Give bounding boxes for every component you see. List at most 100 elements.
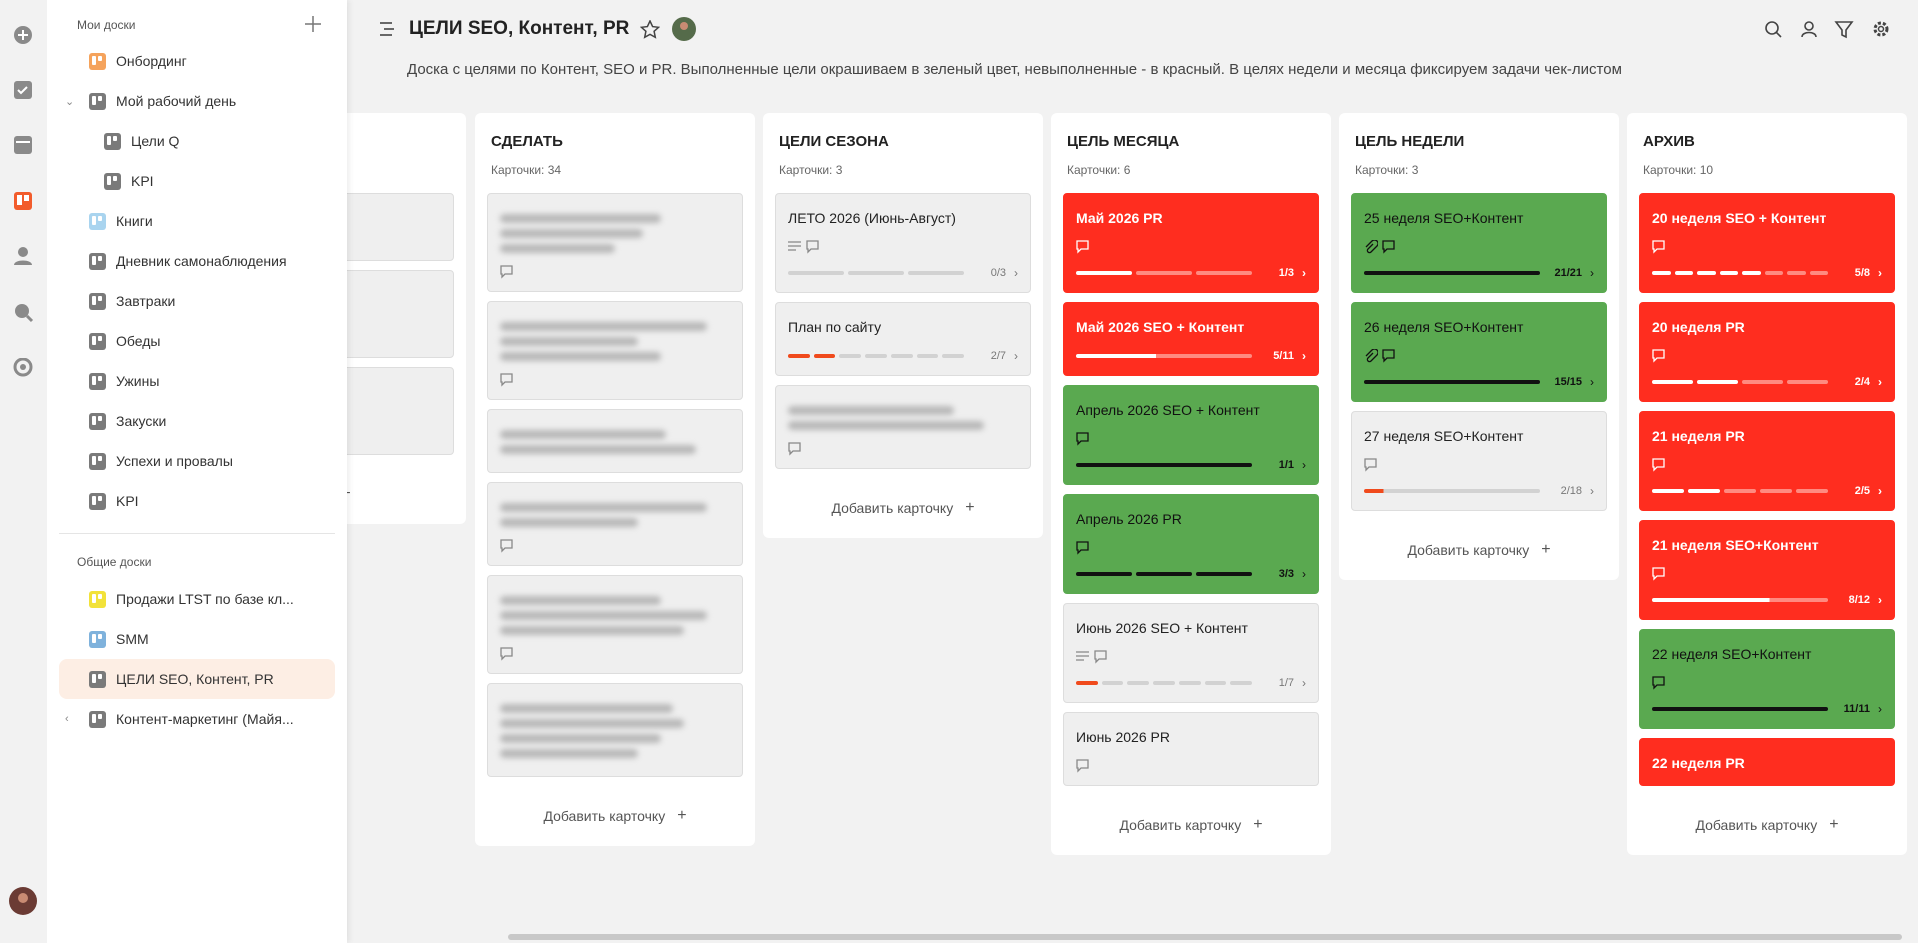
board-link[interactable]: Дневник самонаблюдения: [59, 241, 335, 281]
open-chevron: ›: [1014, 266, 1018, 280]
card[interactable]: [487, 409, 743, 473]
boards-icon[interactable]: [10, 192, 36, 218]
progress-bar: [1076, 271, 1252, 275]
board-link[interactable]: Обеды: [59, 321, 335, 361]
card[interactable]: 20 неделя PR 2/4 ›: [1639, 302, 1895, 402]
card[interactable]: Июнь 2026 PR: [1063, 712, 1319, 786]
card-title: Май 2026 SEO + Контент: [1076, 319, 1245, 335]
board-link[interactable]: Ужины: [59, 361, 335, 401]
expand-caret[interactable]: ⌄: [65, 95, 75, 108]
card-count: Карточки: 34: [491, 163, 562, 177]
calendar-icon[interactable]: [10, 136, 36, 162]
board-link[interactable]: KPI: [59, 161, 335, 201]
board-link[interactable]: Продажи LTST по базе кл...: [59, 579, 335, 619]
board-icon: [89, 52, 106, 70]
board-link[interactable]: SMM: [59, 619, 335, 659]
progress-segment: [1076, 463, 1252, 467]
profile-icon[interactable]: [10, 247, 36, 273]
goals-icon[interactable]: [10, 358, 36, 384]
board-name: Онбординг: [116, 53, 187, 69]
blurred-text: [500, 337, 638, 346]
board-link[interactable]: KPI: [59, 481, 335, 521]
search-icon[interactable]: [10, 303, 36, 329]
blurred-text: [500, 322, 707, 331]
card[interactable]: 20 неделя SEO + Контент 5/8 ›: [1639, 193, 1895, 293]
progress-label: 2/7: [990, 350, 1006, 362]
settings-button[interactable]: [1873, 21, 1889, 37]
add-card-button[interactable]: Добавить карточку +: [1339, 520, 1619, 580]
horizontal-scrollbar[interactable]: [508, 934, 1902, 940]
board-link[interactable]: Успехи и провалы: [59, 441, 335, 481]
card[interactable]: [775, 385, 1031, 469]
search-button[interactable]: [1765, 21, 1782, 38]
card[interactable]: 22 неделя PR: [1639, 738, 1895, 786]
members-button[interactable]: [1801, 21, 1817, 38]
add-board-button[interactable]: [305, 16, 321, 32]
board-name: KPI: [116, 493, 139, 509]
add-card-button[interactable]: Добавить карточку +: [475, 786, 755, 846]
progress-segment: [1652, 489, 1684, 493]
checklist-progress: 5/8 ›: [1652, 266, 1882, 280]
card[interactable]: Май 2026 SEO + Контент 5/11 ›: [1063, 302, 1319, 376]
card[interactable]: Июнь 2026 SEO + Контент 1/7 ›: [1063, 603, 1319, 703]
card[interactable]: Апрель 2026 PR 3/3 ›: [1063, 494, 1319, 594]
expand-caret[interactable]: ‹: [65, 713, 69, 725]
card[interactable]: [487, 193, 743, 292]
progress-segment: [1742, 271, 1761, 275]
board-icon: [89, 452, 106, 470]
card-title: 22 неделя SEO+Контент: [1652, 646, 1812, 662]
board-link[interactable]: Закуски: [59, 401, 335, 441]
open-chevron: ›: [1302, 349, 1306, 363]
user-avatar[interactable]: [8, 886, 38, 916]
menu-toggle[interactable]: [378, 20, 396, 38]
card-title: ЛЕТО 2026 (Июнь-Август): [788, 210, 956, 226]
board-link[interactable]: ЦЕЛИ SEO, Контент, PR: [59, 659, 335, 699]
card[interactable]: План по сайту 2/7 ›: [775, 302, 1031, 376]
card[interactable]: Апрель 2026 SEO + Контент 1/1 ›: [1063, 385, 1319, 485]
board-link[interactable]: Онбординг: [59, 41, 335, 81]
member-avatar[interactable]: [671, 16, 697, 42]
board-link[interactable]: ⌄ Мой рабочий день: [59, 81, 335, 121]
progress-segment: [1697, 271, 1716, 275]
progress-bar: [788, 354, 965, 358]
column-title: ЦЕЛИ СЕЗОНА: [779, 133, 889, 150]
favorite-star[interactable]: [640, 20, 660, 40]
card[interactable]: [487, 575, 743, 674]
add-card-button[interactable]: Добавить карточку +: [763, 478, 1043, 538]
attachment-badge: [1365, 349, 1378, 363]
card-list: 20 неделя SEO + Контент 5/8 › 20 неделя PR 2…: [1627, 181, 1907, 795]
progress-bar: [1652, 489, 1828, 493]
board-link[interactable]: Книги: [59, 201, 335, 241]
header-actions: [1765, 21, 1889, 39]
card[interactable]: [487, 301, 743, 400]
comment-badge: [1382, 240, 1395, 254]
card[interactable]: 21 неделя PR 2/5 ›: [1639, 411, 1895, 511]
filter-button[interactable]: [1834, 21, 1854, 39]
board-link[interactable]: ‹ Контент-маркетинг (Майя...: [59, 699, 335, 739]
board-link[interactable]: Завтраки: [59, 281, 335, 321]
add-card-plus: +: [1541, 541, 1551, 558]
add-card-button[interactable]: Добавить карточку +: [1627, 795, 1907, 855]
progress-segment: [942, 354, 965, 358]
card[interactable]: [487, 683, 743, 777]
open-chevron: ›: [1014, 349, 1018, 363]
card[interactable]: Май 2026 PR 1/3 ›: [1063, 193, 1319, 293]
board-name: KPI: [131, 173, 154, 189]
add-icon[interactable]: [10, 26, 36, 52]
card[interactable]: 25 неделя SEO+Контент 21/21 ›: [1351, 193, 1607, 293]
add-card-label: Добавить карточку: [543, 808, 666, 824]
progress-bar: [1364, 489, 1540, 493]
card[interactable]: ЛЕТО 2026 (Июнь-Август) 0/3 ›: [775, 193, 1031, 293]
card[interactable]: [487, 482, 743, 566]
progress-segment: [788, 354, 810, 358]
add-card-button[interactable]: Добавить карточку +: [1051, 795, 1331, 855]
board-link[interactable]: Цели Q: [59, 121, 335, 161]
card[interactable]: 22 неделя SEO+Контент 11/11 ›: [1639, 629, 1895, 729]
card-list: 25 неделя SEO+Контент 21/21 › 26 неделя SEO…: [1339, 181, 1619, 520]
card[interactable]: 27 неделя SEO+Контент 2/18 ›: [1351, 411, 1607, 511]
tasks-icon[interactable]: [10, 81, 36, 107]
blurred-text: [500, 626, 684, 635]
board-name: Обеды: [116, 333, 161, 349]
card[interactable]: 26 неделя SEO+Контент 15/15 ›: [1351, 302, 1607, 402]
card[interactable]: 21 неделя SEO+Контент 8/12 ›: [1639, 520, 1895, 620]
